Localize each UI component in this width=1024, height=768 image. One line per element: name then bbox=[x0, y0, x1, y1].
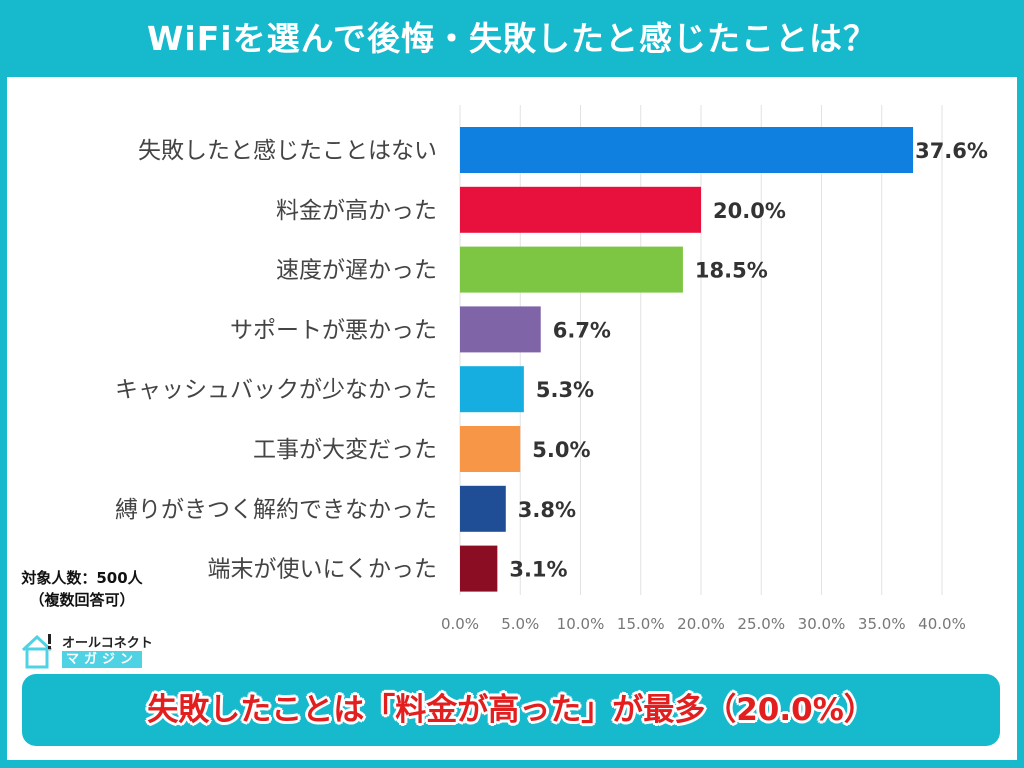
data-label: 37.6% bbox=[915, 139, 988, 163]
bar bbox=[460, 545, 498, 592]
bar bbox=[460, 246, 683, 293]
bar bbox=[460, 186, 701, 233]
x-tick-label: 10.0% bbox=[557, 615, 605, 633]
logo-text: オールコネクト bbox=[62, 636, 153, 651]
data-label: 20.0% bbox=[713, 199, 786, 223]
x-tick-label: 5.0% bbox=[501, 615, 539, 633]
respondent-note: 対象人数：500人 （複数回答可） bbox=[7, 567, 157, 611]
x-tick-label: 40.0% bbox=[918, 615, 966, 633]
category-label: 失敗したと感じたことはない bbox=[138, 138, 437, 164]
category-label: キャッシュバックが少なかった bbox=[115, 377, 437, 403]
page-title: WiFiを選んで後悔・失敗したと感じたことは？ bbox=[147, 19, 877, 58]
summary-banner: 失敗したことは「料金が高った」が最多（20.0%） bbox=[22, 674, 1000, 746]
data-label: 5.3% bbox=[536, 378, 594, 402]
category-label: 縛りがきつく解約できなかった bbox=[115, 497, 437, 523]
bar bbox=[460, 485, 506, 532]
bar bbox=[460, 127, 914, 173]
multiple-answer-note: （複数回答可） bbox=[29, 591, 135, 609]
x-tick-label: 20.0% bbox=[677, 615, 725, 633]
house-icon bbox=[21, 634, 53, 669]
category-label: 速度が遅かった bbox=[276, 258, 437, 284]
data-label: 18.5% bbox=[695, 259, 768, 283]
data-label: 3.1% bbox=[509, 558, 567, 582]
logo: オールコネクト マガジン bbox=[20, 630, 155, 670]
x-tick-label: 35.0% bbox=[858, 615, 906, 633]
bar-chart: 0.0% 5.0% 10.0% 15.0% 20.0% 25.0% 30.0% 35.0% 40… bbox=[115, 105, 988, 633]
category-label: 端末が使いにくかった bbox=[207, 557, 437, 583]
category-label: 工事が大変だった bbox=[253, 437, 437, 463]
bar bbox=[460, 366, 524, 413]
x-tick-label: 0.0% bbox=[441, 615, 479, 633]
data-label: 5.0% bbox=[532, 438, 590, 462]
x-tick-label: 25.0% bbox=[737, 615, 785, 633]
x-tick-label: 30.0% bbox=[798, 615, 846, 633]
category-label: 料金が高かった bbox=[276, 198, 437, 224]
data-label: 3.8% bbox=[518, 498, 576, 522]
respondent-count: 対象人数：500人 bbox=[21, 569, 143, 587]
bar bbox=[460, 426, 521, 472]
category-label: サポートが悪かった bbox=[230, 317, 437, 343]
x-tick-label: 15.0% bbox=[617, 615, 665, 633]
data-label: 6.7% bbox=[553, 318, 611, 342]
chart-panel: 0.0% 5.0% 10.0% 15.0% 20.0% 25.0% 30.0% 35.0% 40… bbox=[7, 77, 1017, 760]
bar bbox=[460, 306, 541, 353]
logo-subtext: マガジン bbox=[62, 651, 142, 668]
